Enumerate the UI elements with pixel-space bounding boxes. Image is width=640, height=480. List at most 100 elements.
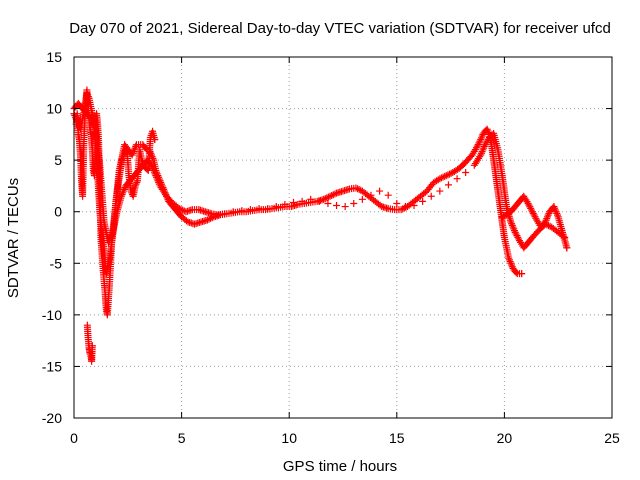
data-point (477, 149, 485, 157)
data-point (307, 195, 315, 203)
data-point (508, 220, 516, 228)
data-point (384, 191, 392, 199)
data-point (152, 172, 160, 180)
data-point (439, 173, 447, 181)
x-tick-label: 20 (497, 430, 513, 446)
data-point (527, 204, 535, 212)
data-point (507, 259, 515, 267)
data-point (553, 211, 561, 219)
data-point (453, 175, 461, 183)
data-point (476, 137, 484, 145)
tick-label-layer: 0 5 10 15 20 25 -20 -15 -10 -5 0 5 10 15 (42, 49, 620, 446)
data-point (543, 215, 551, 223)
data-point (315, 197, 323, 205)
data-point (138, 156, 146, 164)
data-point (475, 139, 483, 147)
data-point (444, 171, 452, 179)
data-point (530, 211, 538, 219)
data-point (323, 194, 331, 202)
data-point (510, 225, 518, 233)
data-point (120, 185, 128, 193)
data-point (151, 170, 159, 178)
data-point (437, 174, 445, 182)
data-point (298, 197, 306, 205)
data-point (541, 218, 549, 226)
data-point (506, 258, 514, 266)
data-point (552, 208, 560, 216)
data-point (324, 199, 332, 207)
y-tick-label: 5 (54, 152, 62, 168)
data-point (238, 207, 246, 215)
data-point (131, 144, 139, 152)
data-point (474, 140, 482, 148)
data-point (528, 206, 536, 214)
data-point (130, 148, 138, 156)
data-point (350, 199, 358, 207)
data-point (513, 232, 521, 240)
data-point (518, 270, 526, 278)
data-point (442, 172, 450, 180)
data-point (508, 221, 516, 229)
y-tick-label: -5 (50, 255, 63, 271)
data-point (329, 191, 337, 199)
data-point (205, 215, 213, 223)
data-point (148, 163, 156, 171)
y-axis-label: SDTVAR / TECUs (5, 178, 22, 298)
data-point (264, 205, 272, 213)
data-point (524, 199, 532, 207)
data-point (545, 222, 553, 230)
data-point (401, 203, 409, 211)
data-point (177, 205, 185, 213)
data-point (462, 169, 470, 177)
data-point (510, 227, 518, 235)
data-point (553, 209, 561, 217)
data-layer (70, 86, 571, 365)
data-point (367, 191, 375, 199)
data-point (321, 195, 329, 203)
data-point (419, 197, 427, 205)
y-tick-label: -15 (42, 358, 62, 374)
data-point (563, 244, 571, 252)
data-point (551, 204, 559, 212)
data-point (119, 189, 127, 197)
data-point (328, 191, 336, 199)
data-point (507, 218, 515, 226)
data-point (441, 172, 449, 180)
series-outlier-cluster (83, 321, 96, 365)
data-point (473, 142, 481, 150)
data-point (333, 202, 341, 210)
data-point (436, 175, 444, 183)
data-point (472, 144, 480, 152)
data-point (531, 213, 539, 221)
data-point (326, 192, 334, 200)
data-point (355, 186, 363, 194)
grid-layer (74, 57, 612, 418)
data-point (544, 211, 552, 219)
data-point (505, 256, 513, 264)
y-tick-label: 15 (46, 49, 62, 65)
data-point (175, 205, 183, 213)
data-point (281, 200, 289, 208)
data-point (528, 208, 536, 216)
data-point (427, 192, 435, 200)
data-point (153, 175, 161, 183)
data-point (400, 204, 408, 212)
data-point (151, 136, 159, 144)
data-point (331, 190, 339, 198)
data-point (480, 142, 488, 150)
data-point (117, 192, 125, 200)
data-point (272, 203, 280, 211)
data-point (352, 184, 360, 192)
series-loop-track (498, 192, 571, 252)
data-point (139, 158, 147, 166)
data-point (88, 342, 96, 350)
plot-area-frame (73, 56, 613, 419)
data-point (410, 202, 418, 210)
data-point (509, 223, 517, 231)
data-point (529, 209, 537, 217)
y-tick-label: 0 (54, 204, 62, 220)
data-point (477, 136, 485, 144)
data-point (143, 165, 151, 173)
data-point (480, 144, 488, 152)
